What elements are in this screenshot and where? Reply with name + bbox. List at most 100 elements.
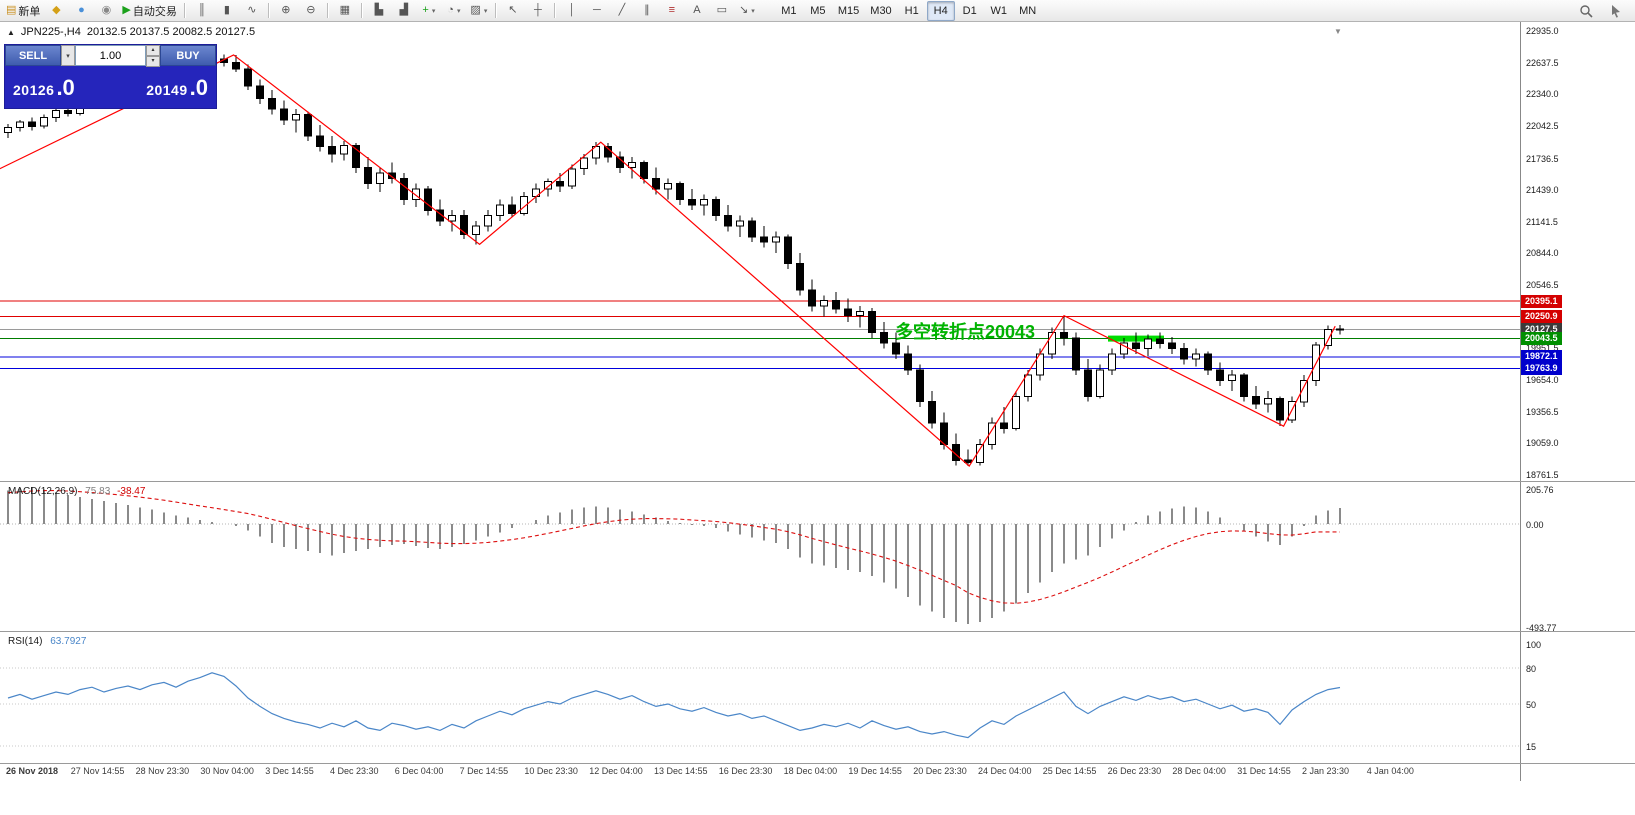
macd-axis-label: 205.76	[1526, 485, 1554, 495]
channel-button[interactable]: ∥	[635, 1, 659, 21]
trendline-button[interactable]: ╱	[610, 1, 634, 21]
chevron-down-icon: ▾	[751, 7, 755, 15]
zoom-out-button[interactable]: ⊖	[299, 1, 323, 21]
arrows-button[interactable]: ↘ ▾	[735, 1, 759, 21]
search-icon[interactable]	[1577, 3, 1595, 19]
buy-price-big-digit: .0	[189, 75, 208, 100]
volume-dropdown-button[interactable]: ▾	[61, 45, 75, 66]
timeframe-w1-button[interactable]: W1	[985, 1, 1013, 21]
time-scale[interactable]: 26 Nov 2018 27 Nov 14:55 28 Nov 23:30 30 No…	[0, 764, 1520, 781]
toolbar-separator	[183, 3, 186, 18]
rsi-axis-label: 50	[1526, 700, 1537, 710]
price-scale[interactable]: 22935.0 22637.5 22340.0 22042.5 21736.5 21439…	[1520, 22, 1635, 781]
buy-button[interactable]: BUY	[160, 45, 216, 66]
vertical-line-button[interactable]: │	[560, 1, 584, 21]
toolbar-separator	[360, 3, 363, 18]
chart-ohlc-values: 20132.5 20137.5 20082.5 20127.5	[86, 26, 256, 38]
price-line-badge: 19763.9	[1521, 361, 1562, 375]
price-line-badge: 20043.5	[1521, 332, 1562, 346]
chart-shift-marker-icon[interactable]: ▼	[1334, 27, 1342, 36]
timeframe-m1-button[interactable]: M1	[775, 1, 803, 21]
time-axis-label: 28 Dec 04:00	[1172, 766, 1226, 776]
bar-chart-type-button[interactable]: ║	[190, 1, 214, 21]
rsi-axis-label: 80	[1526, 664, 1537, 674]
periods-button[interactable]: ◔ ▾	[442, 1, 466, 21]
one-click-collapse-toggle-icon[interactable]: ▲	[7, 27, 15, 37]
panel-splitter[interactable]	[0, 481, 1635, 482]
trade-panel-prices: 20126 .0 20149 .0	[5, 66, 216, 108]
price-axis-label: 19654.0	[1526, 375, 1559, 385]
new-chart-button[interactable]: + ▾	[417, 1, 441, 21]
sell-button[interactable]: SELL	[5, 45, 61, 66]
toolbar-separator	[553, 3, 556, 18]
chart-symbol-period: JPN225-,H4	[20, 26, 81, 38]
candles	[4, 54, 1344, 467]
price-axis-label: 21141.5	[1526, 216, 1558, 227]
templates-button[interactable]: ▨ ▾	[467, 1, 491, 21]
volume-input[interactable]: 1.00	[75, 45, 146, 66]
auto-scroll-button[interactable]: ▙	[367, 1, 391, 21]
time-axis-label: 18 Dec 04:00	[783, 766, 838, 776]
templates-button-icon: ▨	[470, 4, 481, 16]
time-axis-label: 20 Dec 23:30	[913, 766, 967, 776]
timeframe-m30-button[interactable]: M30	[865, 1, 896, 21]
price-axis-label: 18761.5	[1526, 470, 1559, 480]
terminal-button[interactable]: ◉	[94, 1, 118, 21]
market-depth-button[interactable]: ●	[69, 1, 93, 21]
toolbar-separator	[267, 3, 270, 18]
crosshair-button-icon: ┼	[533, 4, 542, 16]
price-chart[interactable]	[0, 22, 1520, 481]
rsi-axis-label: 100	[1526, 640, 1542, 650]
macd-axis-label: -493.77	[1526, 623, 1557, 633]
timeframe-mn-button[interactable]: MN	[1014, 1, 1042, 21]
rsi-indicator-label: RSI(14) 63.7927	[8, 636, 86, 647]
candlestick-type-button[interactable]: ▮	[215, 1, 239, 21]
cursor-button[interactable]: ↖	[501, 1, 525, 21]
new-order-button[interactable]: ▤ 新单	[3, 1, 43, 21]
timeframe-m15-button[interactable]: M15	[833, 1, 864, 21]
timeframe-h4-button[interactable]: H4	[926, 0, 955, 21]
chart-shift-button[interactable]: ▟	[392, 1, 416, 21]
crosshair-button[interactable]: ┼	[526, 1, 550, 21]
sell-price[interactable]: 20126 .0	[13, 75, 75, 101]
chart-annotation-text[interactable]: 多空转折点20043	[895, 322, 1036, 342]
pointer-icon[interactable]	[1607, 3, 1625, 19]
text-label-button[interactable]: ▭	[710, 1, 734, 21]
timeframe-d1-button[interactable]: D1	[956, 1, 984, 21]
panel-splitter[interactable]	[0, 763, 1635, 764]
toolbar-separator	[494, 3, 497, 18]
channel-button-icon: ∥	[644, 4, 650, 16]
price-line-badge: 20250.9	[1521, 310, 1562, 323]
horizontal-line-button[interactable]: ─	[585, 1, 609, 21]
timeframe-m5-button[interactable]: M5	[804, 1, 832, 21]
decrement-icon[interactable]: ▾	[146, 56, 160, 67]
macd-signal-value: -38.47	[117, 486, 146, 497]
charts-button[interactable]: ◆	[44, 1, 68, 21]
price-axis-label: 22935.0	[1526, 26, 1559, 36]
tile-windows-button[interactable]: ▦	[333, 1, 357, 21]
line-chart-type-button-icon: ∿	[247, 4, 257, 16]
text-button-icon: A	[693, 4, 701, 16]
one-click-trading-panel: SELL ▾ 1.00 ▴ ▾ BUY 20126 .0 20149 .0	[4, 44, 217, 109]
time-axis-label: 6 Dec 04:00	[394, 766, 444, 776]
timeframe-h1-button[interactable]: H1	[898, 1, 926, 21]
line-chart-type-button[interactable]: ∿	[240, 1, 264, 21]
button-label: M5	[810, 4, 826, 17]
time-axis-label: 10 Dec 23:30	[524, 766, 578, 776]
fibonacci-button-icon: ≡	[668, 4, 676, 16]
toolbar-separator	[326, 3, 329, 18]
rsi-panel[interactable]	[0, 632, 1520, 763]
macd-panel[interactable]	[0, 482, 1520, 631]
text-button[interactable]: A	[685, 1, 709, 21]
fibonacci-button[interactable]: ≡	[660, 1, 684, 21]
buy-price[interactable]: 20149 .0	[146, 75, 208, 101]
increment-icon[interactable]: ▴	[146, 45, 160, 56]
autotrade-button[interactable]: ▶ 自动交易	[119, 1, 179, 21]
zoom-in-button[interactable]: ⊕	[274, 1, 298, 21]
button-label: D1	[962, 4, 977, 17]
panel-splitter[interactable]	[0, 631, 1635, 632]
price-axis-label: 21736.5	[1526, 153, 1559, 164]
time-axis-label: 26 Nov 2018	[6, 766, 59, 776]
terminal-button-icon: ◉	[101, 4, 112, 16]
